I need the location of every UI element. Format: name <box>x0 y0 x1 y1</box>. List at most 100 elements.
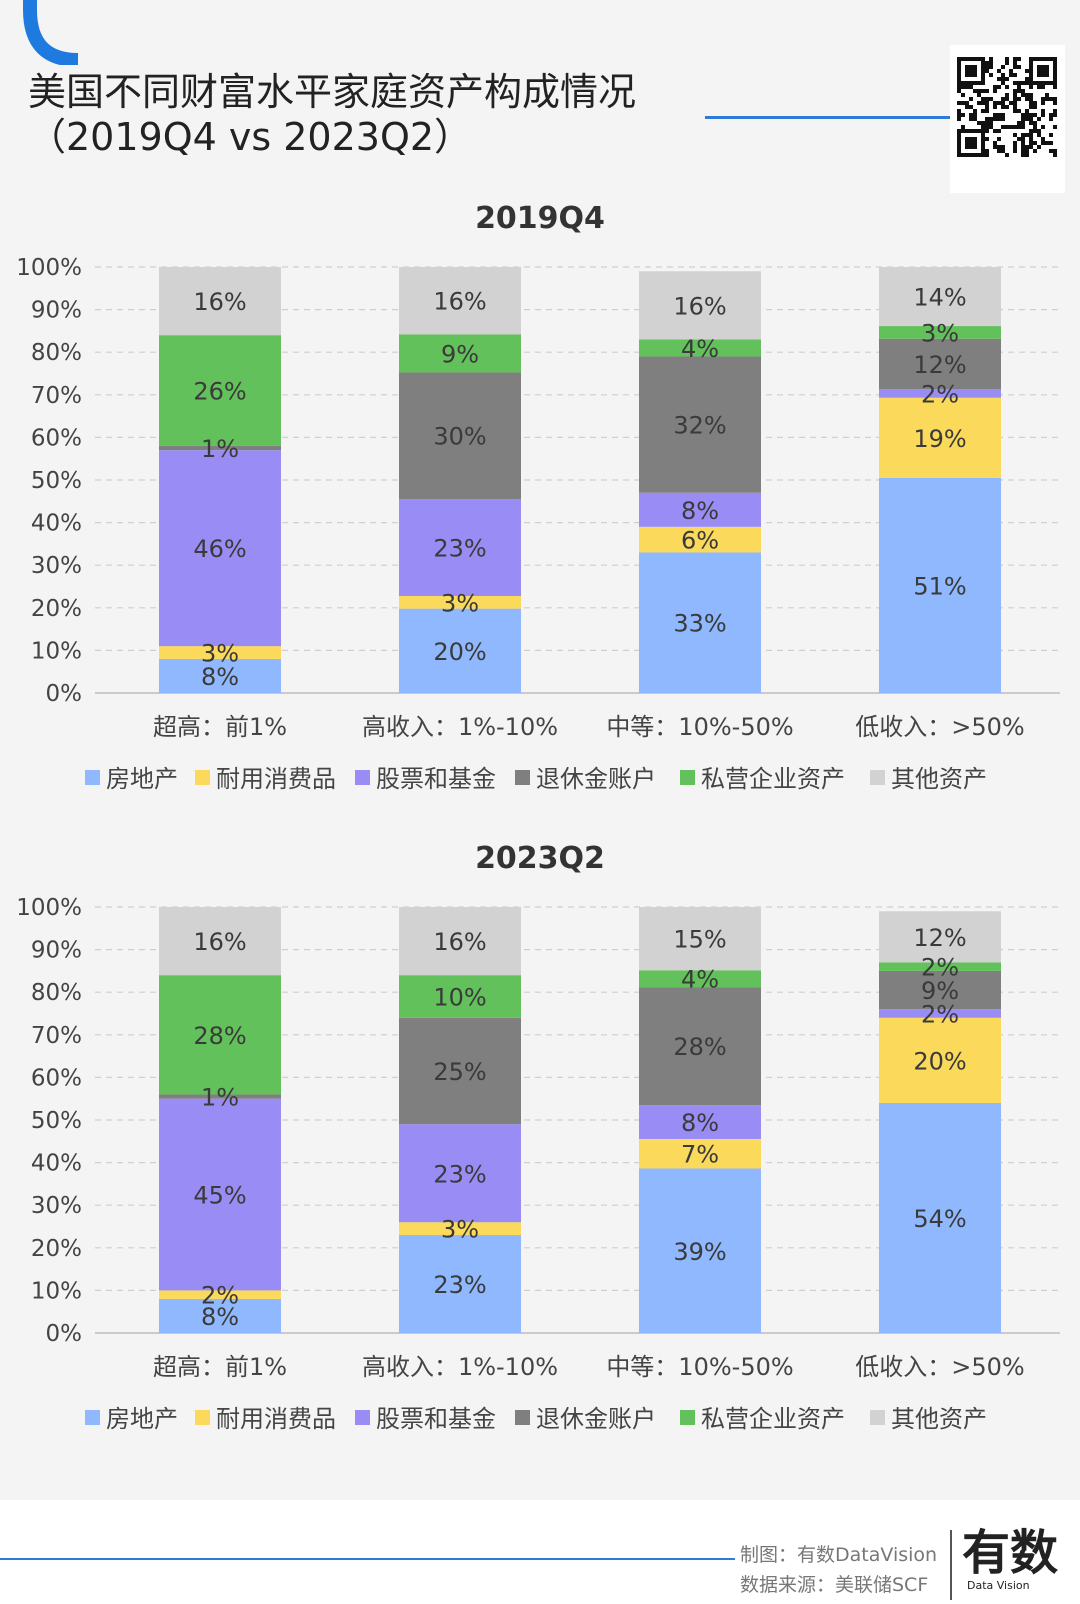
qr-module <box>1013 57 1017 61</box>
credit-source: 数据来源：美联储SCF <box>740 1574 929 1596</box>
qr-module <box>1037 117 1041 121</box>
y-tick-label: 60% <box>31 1065 82 1091</box>
bar-segment <box>639 1168 761 1333</box>
qr-module <box>961 125 965 129</box>
qr-module <box>985 117 989 121</box>
qr-module <box>1037 65 1041 69</box>
qr-module <box>1005 61 1009 65</box>
qr-module <box>1021 89 1025 93</box>
legend-swatch <box>680 770 695 785</box>
y-tick-label: 40% <box>31 1151 82 1177</box>
qr-module <box>1041 73 1045 77</box>
qr-module <box>1021 125 1025 129</box>
qr-module <box>981 89 985 93</box>
data-label: 28% <box>673 1033 726 1061</box>
qr-module <box>961 85 965 89</box>
qr-module <box>1033 113 1037 117</box>
qr-module <box>1017 89 1021 93</box>
qr-module <box>969 85 973 89</box>
qr-module <box>1053 109 1057 113</box>
qr-module <box>965 65 969 69</box>
qr-module <box>1033 141 1037 145</box>
qr-module <box>1037 129 1041 133</box>
qr-module <box>1041 125 1045 129</box>
qr-module <box>1053 153 1057 157</box>
y-tick-label: 30% <box>31 1193 82 1219</box>
qr-module <box>1041 81 1045 85</box>
qr-module <box>1029 85 1033 89</box>
qr-module <box>957 101 961 105</box>
qr-module <box>1041 97 1045 101</box>
qr-module <box>985 121 989 125</box>
qr-module <box>973 141 977 145</box>
qr-module <box>965 141 969 145</box>
legend-swatch <box>195 770 210 785</box>
qr-module <box>1001 101 1005 105</box>
qr-module <box>1025 69 1029 73</box>
data-label: 25% <box>433 1058 486 1086</box>
qr-module <box>973 145 977 149</box>
qr-module <box>1021 141 1025 145</box>
qr-module <box>1053 113 1057 117</box>
qr-module <box>1029 117 1033 121</box>
qr-module <box>961 153 965 157</box>
qr-module <box>1029 97 1033 101</box>
data-label: 19% <box>913 425 966 453</box>
data-label: 45% <box>193 1182 246 1210</box>
qr-module <box>993 129 997 133</box>
qr-module <box>997 137 1001 141</box>
bar-segment <box>399 1124 521 1223</box>
x-tick-label: 超高：前1% <box>153 713 287 741</box>
legend-item-label: 股票和基金 <box>376 1405 496 1433</box>
data-label: 46% <box>193 535 246 563</box>
bar-segment <box>159 335 281 446</box>
qr-module <box>1025 133 1029 137</box>
qr-module <box>981 141 985 145</box>
data-label: 16% <box>433 288 486 316</box>
data-label: 4% <box>681 966 719 994</box>
qr-module <box>993 141 997 145</box>
qr-code[interactable] <box>950 45 1065 193</box>
qr-module <box>1029 105 1033 109</box>
qr-module <box>981 57 985 61</box>
data-label: 23% <box>433 1271 486 1299</box>
bar-segment <box>879 911 1001 963</box>
data-label: 54% <box>913 1205 966 1233</box>
qr-module <box>977 81 981 85</box>
qr-module <box>957 117 961 121</box>
qr-module <box>1017 85 1021 89</box>
qr-module <box>1045 69 1049 73</box>
qr-module <box>985 61 989 65</box>
bar-segment <box>639 987 761 1106</box>
y-tick-label: 0% <box>46 681 83 707</box>
qr-module <box>1029 133 1033 137</box>
qr-module <box>1041 137 1045 141</box>
qr-module <box>969 137 973 141</box>
data-label: 20% <box>913 1047 966 1075</box>
qr-module <box>961 93 965 97</box>
qr-module <box>1001 145 1005 149</box>
y-tick-label: 70% <box>31 1023 82 1049</box>
qr-module <box>1029 145 1033 149</box>
qr-module <box>1001 81 1005 85</box>
qr-module <box>1029 73 1033 77</box>
legend-swatch <box>355 1410 370 1425</box>
data-label: 16% <box>433 928 486 956</box>
bar-segment <box>639 907 761 971</box>
bar-segment <box>639 526 761 553</box>
bar-segment <box>639 1138 761 1169</box>
data-label: 16% <box>193 928 246 956</box>
legend-item-label: 其他资产 <box>891 1405 987 1433</box>
qr-module <box>1021 133 1025 137</box>
qr-module <box>1041 101 1045 105</box>
qr-module <box>1041 57 1045 61</box>
data-label: 33% <box>673 610 726 638</box>
title-rule <box>705 116 950 119</box>
qr-module <box>1029 121 1033 125</box>
qr-module <box>1041 69 1045 73</box>
qr-module <box>1021 121 1025 125</box>
x-tick-label: 低收入：>50% <box>855 1353 1024 1381</box>
qr-module <box>973 117 977 121</box>
qr-module <box>1025 81 1029 85</box>
qr-module <box>1053 77 1057 81</box>
